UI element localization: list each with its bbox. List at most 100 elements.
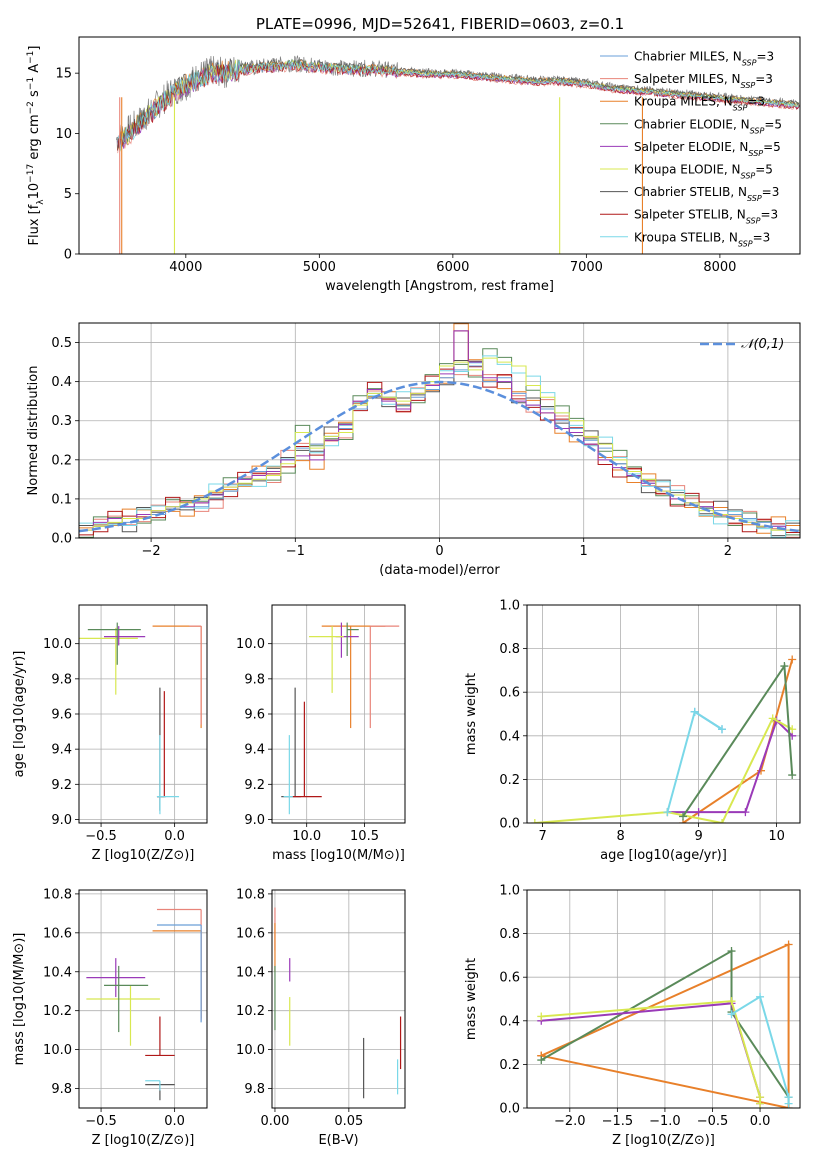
- legend-subscript: SSP: [733, 103, 748, 112]
- weight-point-marker: [788, 655, 797, 664]
- errorbar-points: [281, 622, 400, 815]
- y-tick-label: 9.6: [244, 708, 265, 723]
- axes-frame: [78, 36, 801, 255]
- weight-point-marker: [694, 808, 703, 817]
- axes-frame: [78, 604, 208, 824]
- legend-subscript: SSP: [747, 194, 762, 203]
- y-tick-label: 0.2: [51, 453, 72, 468]
- legend-label: Chabrier STELIB, NSSP=3: [634, 185, 779, 203]
- weight-point-marker: [537, 1056, 546, 1065]
- weight-point-marker: [784, 1099, 793, 1108]
- weight-point-marker: [537, 1012, 546, 1021]
- x-tick-label: 6000: [436, 260, 469, 275]
- y-tick-label: 0.1: [51, 492, 72, 507]
- x-tick-label: 4000: [169, 260, 202, 275]
- weight-point-marker: [784, 940, 793, 949]
- y-axis-label: Flux [fλ10−17 erg cm−2 s−1 A−1]: [26, 46, 46, 246]
- y-tick-label: 5: [64, 187, 72, 202]
- model-spectrum-line: [117, 58, 800, 149]
- weight-point-marker: [756, 1099, 765, 1108]
- weight-series-line: [541, 1002, 762, 1104]
- legend-label: 𝒩(0,1): [741, 337, 784, 352]
- weight-point-marker: [788, 771, 797, 780]
- model-spectrum-line: [117, 60, 800, 152]
- x-tick-label: 7000: [570, 260, 603, 275]
- weight-vs-metallicity-panel: −2.0 −1.5 −1.0 −0.5 0.0 0.0 0.2 0.4 0.6 0.8 1.0 Z […: [464, 884, 801, 1148]
- y-tick-label: 9.4: [244, 743, 265, 758]
- y-tick-label: 10.8: [43, 887, 72, 902]
- y-tick-label: 0.2: [499, 773, 520, 788]
- y-tick-label: 9.8: [51, 672, 72, 687]
- legend-subscript: SSP: [742, 58, 757, 67]
- spectrum-legend: Chabrier MILES, NSSP=3 Salpeter MILES, NS…: [600, 50, 782, 248]
- y-tick-label: 9.0: [244, 813, 265, 828]
- mass-vs-metallicity-panel: −0.5 0.0 9.8 10.0 10.2 10.4 10.6 10.8 Z [log10(Z…: [12, 887, 208, 1148]
- axes-frame: [78, 889, 208, 1109]
- x-tick-label: 10: [768, 829, 785, 844]
- y-tick-label: 0.5: [51, 336, 72, 351]
- spectrum-lines: [116, 55, 800, 254]
- x-tick-label: 1: [580, 544, 588, 559]
- weight-point-marker: [679, 812, 687, 821]
- weight-series-line: [682, 663, 794, 818]
- spectrum-panel: 4000 5000 6000 7000 8000 0 5 10 15 Chabrier MILES…: [26, 36, 801, 294]
- x-tick-label: 10.5: [350, 829, 379, 844]
- x-tick-label: −1.0: [649, 1114, 681, 1129]
- figure-title: PLATE=0996, MJD=52641, FIBERID=0603, z=0…: [256, 15, 624, 33]
- x-tick-label: 0: [435, 544, 443, 559]
- legend-label: Salpeter ELODIE, NSSP=5: [634, 140, 781, 158]
- x-axis-label: (data-model)/error: [379, 563, 500, 578]
- weight-point-marker: [663, 808, 672, 817]
- legend-subscript: SSP: [750, 126, 765, 135]
- y-tick-label: 0.2: [499, 1058, 520, 1073]
- x-axis-label: wavelength [Angstrom, rest frame]: [325, 279, 554, 294]
- axes-frame: [271, 604, 406, 824]
- y-tick-label: 0.8: [499, 642, 520, 657]
- y-axis-label: mass weight: [464, 958, 479, 1040]
- legend-label: Kroupa ELODIE, NSSP=5: [634, 163, 773, 181]
- y-tick-label: 10.4: [43, 965, 72, 980]
- x-tick-label: −2: [142, 544, 161, 559]
- x-tick-label: −1: [286, 544, 305, 559]
- weight-series-line: [540, 942, 790, 1108]
- y-axis-label: Normed distribution: [26, 366, 41, 496]
- mass-vs-extinction-panel: 0.00 0.05 9.8 10.0 10.2 10.4 10.6 10.8 E(B-V): [236, 887, 406, 1148]
- weight-point-marker: [690, 707, 699, 716]
- y-tick-label: 0.0: [499, 1102, 520, 1117]
- weight-point-marker: [727, 1010, 736, 1019]
- x-tick-label: −0.5: [697, 1114, 729, 1129]
- axes-frame: [78, 322, 801, 539]
- y-tick-label: 0: [64, 248, 72, 263]
- y-tick-label: 10.2: [43, 1004, 72, 1019]
- y-tick-label: 9.2: [244, 778, 265, 793]
- y-tick-label: 9.6: [51, 708, 72, 723]
- x-axis-label: Z [log10(Z/Z⊙)]: [92, 848, 195, 863]
- y-axis-label: mass weight: [464, 673, 479, 755]
- weight-point-marker: [780, 662, 789, 671]
- x-tick-label: −1.5: [602, 1114, 634, 1129]
- y-tick-label: 10: [55, 127, 72, 142]
- weight-lines: [537, 940, 793, 1108]
- y-tick-label: 0.0: [499, 817, 520, 832]
- x-axis-label: Z [log10(Z/Z⊙)]: [92, 1133, 195, 1148]
- weight-point-marker: [530, 819, 539, 823]
- x-tick-label: 5000: [303, 260, 336, 275]
- legend-label: Kroupa STELIB, NSSP=3: [634, 230, 770, 248]
- x-tick-label: 7: [538, 829, 546, 844]
- weight-series-line: [534, 716, 793, 823]
- weight-series-line: [667, 718, 793, 814]
- weight-lines: [530, 655, 797, 823]
- x-axis-label: Z [log10(Z/Z⊙)]: [612, 1133, 715, 1148]
- y-tick-label: 1.0: [499, 599, 520, 614]
- legend-subscript: SSP: [738, 239, 753, 248]
- y-tick-label: 10.0: [43, 637, 72, 652]
- y-tick-label: 10.2: [236, 1004, 265, 1019]
- x-tick-label: 0.0: [164, 829, 185, 844]
- axes-frame: [526, 604, 801, 824]
- weight-point-marker: [768, 714, 777, 723]
- x-tick-label: −0.5: [85, 1114, 117, 1129]
- weight-point-marker: [727, 947, 736, 956]
- legend-subscript: SSP: [748, 148, 763, 157]
- x-axis-label: age [log10(age/yr)]: [600, 848, 727, 863]
- residual-histogram-panel: −2 −1 0 1 2 0.0 0.1 0.2 0.3 0.4 0.5 𝒩(0,1) (data-mod…: [26, 322, 801, 578]
